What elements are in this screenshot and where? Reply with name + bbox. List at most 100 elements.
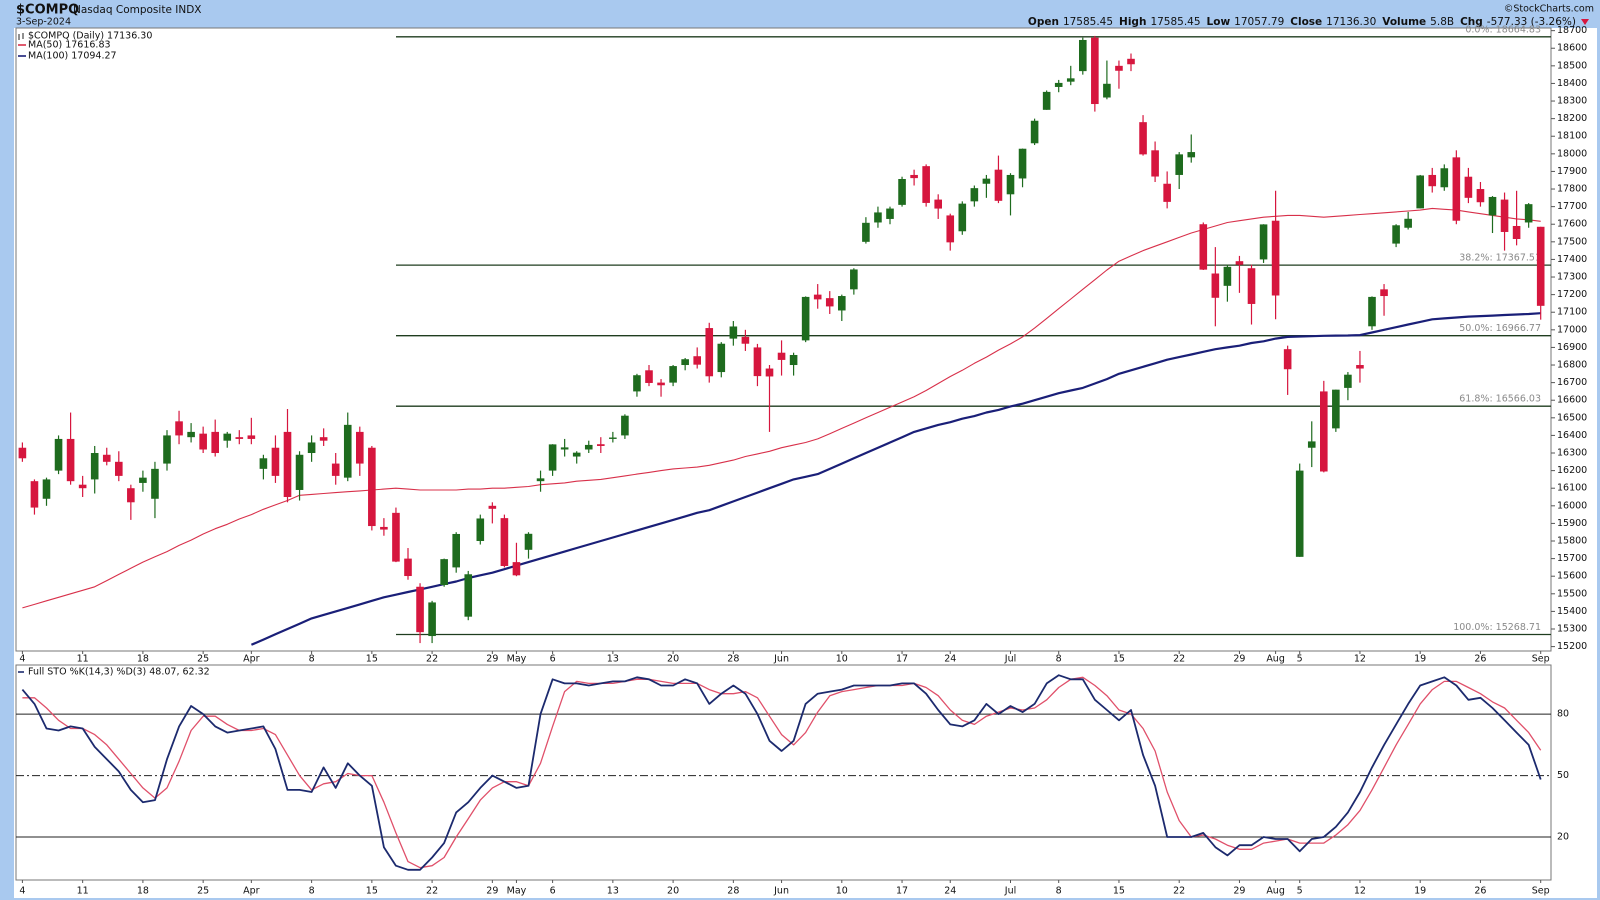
- candle-body: [1512, 225, 1521, 240]
- x-tick-label: 28: [727, 886, 739, 897]
- candle-body: [1476, 189, 1485, 203]
- candle-body: [319, 437, 328, 441]
- x-tick-label: 12: [1354, 886, 1366, 897]
- candle-body: [1307, 441, 1316, 448]
- candle-body: [705, 328, 714, 377]
- x-tick-label: 29: [486, 886, 498, 897]
- y-tick-label: 15200: [1557, 641, 1587, 652]
- candle-body: [753, 347, 762, 377]
- quote-label: Chg: [1460, 16, 1483, 28]
- x-tick-label: 22: [426, 654, 438, 665]
- x-tick-label: 25: [197, 654, 209, 665]
- candle-body: [476, 518, 485, 542]
- y-tick-label: 16300: [1557, 448, 1587, 459]
- candle-body: [898, 178, 906, 205]
- candle-body: [1332, 389, 1340, 429]
- x-tick-label: 29: [1233, 654, 1245, 665]
- x-tick-label: 5: [1297, 886, 1303, 897]
- candle-body: [464, 574, 473, 617]
- quote-value: 5.8B: [1430, 16, 1454, 28]
- y-tick-label: 15600: [1557, 571, 1587, 582]
- fib-label: 50.0%: 16966.77: [1459, 323, 1541, 334]
- candle-body: [850, 269, 858, 290]
- candle-body: [958, 203, 967, 232]
- candle-body: [789, 354, 798, 366]
- y-tick-label: 18300: [1557, 96, 1587, 107]
- x-tick-label: Sep: [1532, 654, 1550, 665]
- candle-body: [380, 526, 388, 530]
- x-tick-label: 6: [550, 886, 556, 897]
- index-name: Nasdaq Composite INDX: [73, 4, 201, 16]
- legend: $COMPQ (Daily) 17136.30: [18, 31, 152, 42]
- candle-body: [175, 421, 183, 436]
- x-tick-label: May: [507, 654, 527, 665]
- x-tick-label: 5: [1297, 654, 1303, 665]
- x-tick-label: Aug: [1266, 654, 1285, 665]
- x-tick-label: Jul: [1004, 886, 1016, 897]
- candle-body: [1259, 224, 1268, 260]
- watermark: ©StockCharts.com: [1504, 4, 1594, 15]
- fib-label: 38.2%: 17367.51: [1459, 253, 1541, 264]
- x-tick-label: 18: [137, 654, 149, 665]
- candle-body: [343, 424, 352, 478]
- y-tick-label: 18200: [1557, 113, 1587, 124]
- candle-body: [1187, 152, 1196, 158]
- x-tick-label: 19: [1414, 654, 1426, 665]
- candle-body: [657, 382, 665, 386]
- x-tick-label: 17: [896, 886, 908, 897]
- candle-body: [994, 169, 1003, 201]
- y-tick-label: 18100: [1557, 131, 1587, 142]
- down-arrow: [1581, 19, 1589, 25]
- candle-body: [102, 454, 111, 462]
- quote-label: Low: [1207, 16, 1231, 28]
- y-tick-label: 17700: [1557, 201, 1587, 212]
- candle-body: [259, 458, 268, 469]
- candle-body: [717, 343, 726, 373]
- candle-body: [18, 447, 27, 459]
- x-tick-label: 6: [550, 654, 556, 665]
- y-tick-label: 17100: [1557, 307, 1587, 318]
- y-tick-label: 15400: [1557, 606, 1587, 617]
- candle-body: [560, 447, 569, 450]
- fib-label: 0.0%: 18664.83: [1465, 24, 1541, 35]
- x-tick-label: 29: [486, 654, 498, 665]
- candle-body: [1018, 148, 1027, 179]
- y-tick-label: 17300: [1557, 272, 1587, 283]
- candle-body: [368, 447, 376, 527]
- candle-body: [1211, 273, 1220, 298]
- x-tick-label: Apr: [243, 654, 260, 665]
- candle-body: [331, 463, 340, 476]
- candle-body: [392, 512, 400, 562]
- candle-body: [54, 438, 63, 471]
- candle-body: [452, 533, 460, 568]
- x-tick-label: 22: [1173, 654, 1185, 665]
- y-tick-label: 15900: [1557, 518, 1587, 529]
- x-tick-label: 24: [944, 886, 956, 897]
- candle-body: [982, 178, 991, 184]
- candle-body: [307, 442, 316, 454]
- y-tick-label: 17900: [1557, 166, 1587, 177]
- candle-body: [488, 505, 497, 509]
- quote-value: 17585.45: [1150, 16, 1200, 28]
- x-tick-label: 26: [1474, 654, 1486, 665]
- x-tick-label: 22: [1173, 886, 1185, 897]
- candle-body: [512, 562, 521, 576]
- x-tick-label: 15: [366, 654, 378, 665]
- candle-body: [1524, 204, 1533, 223]
- y-tick-label: 18400: [1557, 78, 1587, 89]
- x-tick-label: 4: [19, 886, 25, 897]
- symbol: $COMPQ: [16, 3, 79, 18]
- x-tick-label: 8: [1056, 654, 1062, 665]
- y-tick-label: 17800: [1557, 184, 1587, 195]
- candle-body: [1151, 150, 1159, 177]
- candle-body: [1500, 199, 1509, 232]
- x-tick-label: 13: [607, 654, 619, 665]
- x-tick-label: 8: [1056, 886, 1062, 897]
- y-tick-label: 17200: [1557, 289, 1587, 300]
- y-tick-label: 17400: [1557, 254, 1587, 265]
- candle-body: [151, 468, 159, 499]
- moving-average: [22, 207, 1541, 609]
- y-tick-label: 18500: [1557, 60, 1587, 71]
- candle-body: [572, 452, 581, 457]
